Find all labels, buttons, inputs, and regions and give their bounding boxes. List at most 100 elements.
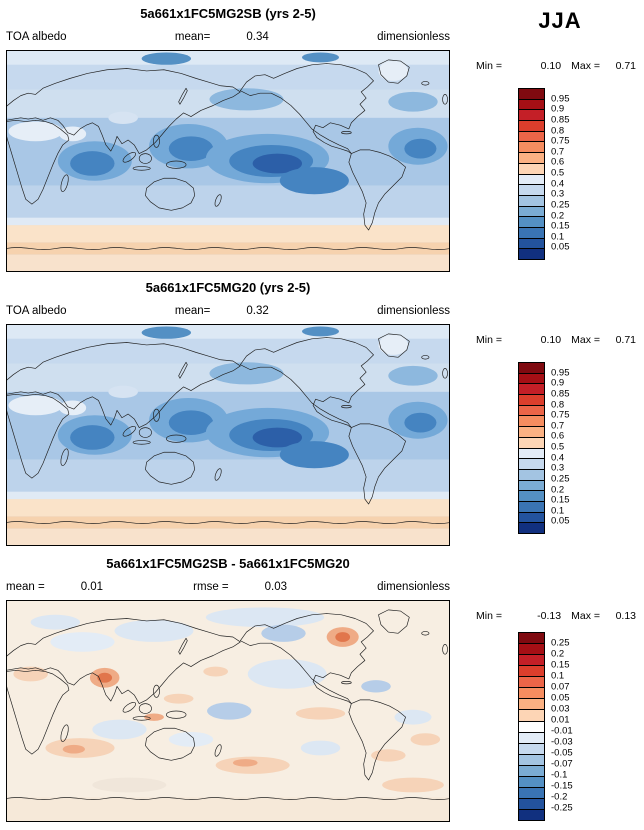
panel-3-map bbox=[6, 600, 450, 822]
colorbar-cell bbox=[519, 709, 544, 721]
colorbar-tick-label: 0.01 bbox=[551, 714, 570, 726]
colorbar-cell bbox=[519, 654, 544, 666]
colorbar-tick-label: 0.25 bbox=[551, 199, 570, 211]
panel-2-map bbox=[6, 324, 450, 546]
colorbar-tick-label: 0.05 bbox=[551, 515, 570, 527]
panel-2-min-label: Min = bbox=[476, 334, 502, 346]
colorbar-cell bbox=[519, 731, 544, 743]
colorbar-cell bbox=[519, 194, 544, 206]
panel-2-max-label: Max = bbox=[571, 334, 600, 346]
panel-1-min-label: Min = bbox=[476, 60, 502, 72]
colorbar-tick-label: 0.2 bbox=[551, 209, 565, 221]
colorbar-tick-label: 0.3 bbox=[551, 462, 565, 474]
colorbar-cell bbox=[519, 633, 544, 644]
colorbar-tick-label: 0.2 bbox=[551, 648, 565, 660]
colorbar-tick-label: 0.15 bbox=[551, 494, 570, 506]
colorbar-tick-label: 0.8 bbox=[551, 124, 565, 136]
panel-1-min-value: 0.10 bbox=[540, 60, 562, 72]
colorbar-cell bbox=[519, 372, 544, 384]
colorbar-cell bbox=[519, 742, 544, 754]
panel-3-rmse-label: rmse = bbox=[193, 581, 229, 593]
panel-1-max-label: Max = bbox=[571, 60, 600, 72]
colorbar-tick-label: 0.1 bbox=[551, 505, 565, 516]
panel-3-minmax-row: Min = -0.13 Max = 0.13 bbox=[476, 610, 636, 622]
colorbar-cell bbox=[519, 786, 544, 798]
colorbar-tick-label: 0.1 bbox=[551, 231, 565, 242]
colorbar-cell bbox=[519, 248, 544, 259]
colorbar-tick-label: -0.2 bbox=[551, 791, 568, 803]
colorbar-cell bbox=[519, 98, 544, 110]
panel-1-colorbar bbox=[518, 88, 545, 260]
colorbar-cell bbox=[519, 775, 544, 787]
panel-2-max-value: 0.71 bbox=[615, 334, 636, 346]
colorbar-tick-label: 0.2 bbox=[551, 483, 565, 495]
colorbar-tick-label: 0.9 bbox=[551, 103, 565, 115]
panel-3-map-frame bbox=[6, 600, 450, 822]
colorbar-cell bbox=[519, 162, 544, 174]
colorbar-cell bbox=[519, 458, 544, 469]
panel-2-contour-fill bbox=[6, 324, 450, 546]
panel-3-max-value: 0.13 bbox=[615, 610, 636, 622]
panel-1-field-label: TOA albedo bbox=[6, 31, 67, 43]
colorbar-cell bbox=[519, 500, 544, 512]
colorbar-cell bbox=[519, 426, 544, 437]
colorbar-cell bbox=[519, 109, 544, 121]
season-label: JJA bbox=[538, 8, 582, 33]
colorbar-cell bbox=[519, 226, 544, 238]
panel-1-map-frame bbox=[6, 50, 450, 272]
panel-2-colorbar bbox=[518, 362, 545, 534]
colorbar-cell bbox=[519, 120, 544, 131]
colorbar-cell bbox=[519, 797, 544, 809]
panel-3-mean-label: mean = bbox=[6, 581, 45, 593]
panel-1-stats-row: TOA albedo mean= 0.34 dimensionless bbox=[6, 31, 450, 43]
colorbar-cell bbox=[519, 687, 544, 699]
panel-1-map bbox=[6, 50, 450, 272]
panel-3-min-value: -0.13 bbox=[537, 610, 562, 622]
colorbar-cell bbox=[519, 764, 544, 776]
colorbar-cell bbox=[519, 130, 544, 142]
colorbar-cell bbox=[519, 720, 544, 732]
colorbar-cell bbox=[519, 490, 544, 501]
colorbar-tick-label: 0.25 bbox=[551, 637, 570, 649]
panel-1-units-label: dimensionless bbox=[377, 31, 450, 43]
colorbar-cell bbox=[519, 404, 544, 416]
colorbar-tick-label: 0.6 bbox=[551, 156, 565, 168]
colorbar-cell bbox=[519, 216, 544, 227]
colorbar-cell bbox=[519, 152, 544, 163]
panel-2-mean-group: mean= 0.32 bbox=[175, 305, 269, 317]
colorbar-cell bbox=[519, 89, 544, 99]
colorbar-cell bbox=[519, 237, 544, 249]
panel-2-units-label: dimensionless bbox=[377, 305, 450, 317]
colorbar-tick-label: 0.5 bbox=[551, 441, 565, 453]
panel-2-minmax-row: Min = 0.10 Max = 0.71 bbox=[476, 334, 636, 346]
panel-2-min-value: 0.10 bbox=[540, 334, 562, 346]
colorbar-tick-label: 0.95 bbox=[551, 366, 570, 378]
panel-3-colorbar-labels: 0.25 0.2 0.15 0.1 0.07 0.05 0.03 0.01 -0.01 -0.03… bbox=[549, 632, 601, 819]
colorbar-tick-label: 0.05 bbox=[551, 241, 570, 253]
panel-1-mean-value: 0.34 bbox=[246, 31, 269, 43]
panel-1-mean-label: mean= bbox=[174, 31, 211, 43]
colorbar-tick-label: 0.95 bbox=[551, 92, 570, 104]
colorbar-tick-label: -0.25 bbox=[551, 802, 573, 814]
colorbar-cell bbox=[519, 415, 544, 427]
panel-1-title: 5a661x1FC5MG2SB (yrs 2-5) bbox=[140, 6, 316, 21]
colorbar-cell bbox=[519, 363, 544, 373]
panel-2-mean-value: 0.32 bbox=[246, 305, 269, 317]
panel-3-colorbar bbox=[518, 632, 545, 821]
colorbar-tick-label: 0.75 bbox=[551, 409, 570, 421]
colorbar-cell bbox=[519, 468, 544, 480]
colorbar-tick-label: 0.5 bbox=[551, 167, 565, 179]
panel-2-stats-row: TOA albedo mean= 0.32 dimensionless bbox=[6, 305, 450, 317]
colorbar-cell bbox=[519, 184, 544, 195]
panel-3-contour-fill bbox=[6, 600, 450, 822]
colorbar-tick-label: -0.07 bbox=[551, 758, 573, 770]
panel-1-max-value: 0.71 bbox=[615, 60, 636, 72]
colorbar-tick-label: 0.4 bbox=[551, 451, 565, 463]
colorbar-cell bbox=[519, 394, 544, 405]
colorbar-cell bbox=[519, 676, 544, 688]
panel-3-units-label: dimensionless bbox=[377, 581, 450, 593]
panel-1-mean-group: mean= 0.34 bbox=[175, 31, 269, 43]
panel-3-min-label: Min = bbox=[476, 610, 502, 622]
panel-3-mean-value: 0.01 bbox=[80, 581, 104, 593]
panel-1-contour-fill bbox=[6, 50, 450, 272]
